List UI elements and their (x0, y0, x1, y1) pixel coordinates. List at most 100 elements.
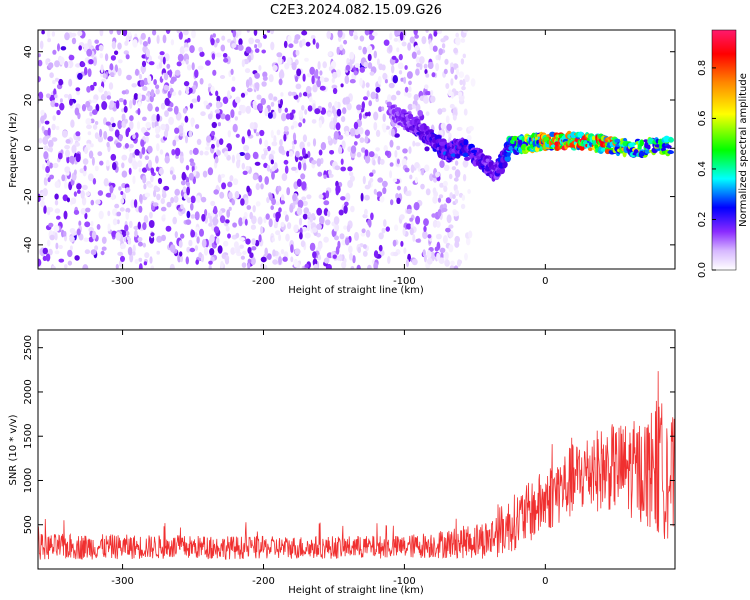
signal-cell (639, 139, 644, 147)
spectrogram-cell (264, 176, 270, 185)
spectrogram-cell (137, 221, 141, 230)
spectrogram-cell (89, 84, 95, 91)
spectrogram-cell (373, 121, 378, 131)
spectrogram-cell (156, 34, 160, 44)
spectrogram-cell (280, 98, 283, 106)
spectrogram-cell (206, 104, 211, 110)
spectrogram-cell (216, 150, 221, 156)
spectrogram-cell (125, 54, 130, 60)
spectrogram-cell (44, 120, 50, 125)
spectrogram-cell (238, 110, 242, 116)
y-tick-label: 1500 (23, 423, 34, 448)
spectrogram-cell (280, 200, 286, 205)
spectrogram-cell (316, 223, 322, 230)
spectrogram-cell (215, 100, 221, 109)
spectrogram-cell (295, 49, 300, 56)
spectrogram-cell (84, 146, 89, 155)
spectrogram-cell (432, 187, 437, 194)
spectrogram-cell (258, 234, 262, 243)
spectrogram-cell (429, 42, 434, 51)
spectrogram-cell (155, 106, 160, 112)
spectrogram-cell (185, 181, 190, 186)
spectrogram-cell (107, 223, 111, 232)
signal-cell (390, 104, 396, 109)
spectrogram-cell (132, 160, 138, 168)
spectrogram-cell (142, 175, 147, 184)
spectrogram-cell (455, 32, 460, 38)
spectrogram-cell (249, 122, 255, 130)
spectrogram-cell (117, 67, 122, 77)
spectrogram-cell (78, 45, 82, 51)
spectrogram-cell (317, 254, 321, 261)
spectrogram-cell (456, 126, 463, 131)
spectrogram-cell (180, 180, 186, 186)
spectrogram-cell (451, 166, 457, 171)
spectrogram-cell (463, 108, 468, 116)
spectrogram-cell (109, 72, 115, 77)
spectrogram-cell (302, 73, 306, 82)
spectrogram-cell (137, 160, 143, 168)
spectrogram-cell (94, 165, 99, 172)
spectrogram-cell (232, 30, 237, 38)
spectrogram-cell (158, 167, 164, 176)
spectrogram-cell (242, 250, 247, 255)
spectrogram-cell (45, 165, 50, 174)
spectrogram-cell (55, 125, 60, 131)
x-tick-label: 0 (542, 576, 548, 587)
spectrogram-cell (464, 252, 468, 261)
spectrogram-cell (367, 219, 372, 226)
spectrogram-cell (318, 194, 324, 200)
spectrogram-cell (235, 133, 240, 138)
spectrogram-cell (71, 37, 77, 45)
spectrogram-cell (423, 218, 429, 227)
spectrogram-cell (312, 251, 317, 259)
spectrogram-cell (294, 75, 299, 82)
spectrogram-cell (359, 66, 365, 73)
spectrogram-cell (350, 145, 357, 154)
spectrogram-cell (179, 255, 184, 263)
spectrogram-cell (227, 181, 233, 188)
spectrogram-cell (392, 178, 398, 183)
spectrogram-cell (447, 89, 452, 97)
spectrogram-cell (47, 127, 51, 136)
spectrogram-cell (438, 194, 444, 199)
spectrogram-cell (227, 130, 231, 138)
spectrogram-cell (364, 135, 369, 143)
spectrogram-cell (290, 244, 294, 253)
signal-cell (600, 147, 607, 152)
spectrogram-cell (239, 237, 246, 242)
spectrogram-cell (296, 207, 303, 216)
spectrogram-cell (390, 199, 394, 206)
spectrogram-cell (317, 171, 323, 177)
spectrogram-cell (99, 53, 104, 59)
spectrogram-cell (43, 129, 49, 136)
spectrogram-cell (405, 190, 411, 197)
spectrogram-cell (98, 210, 104, 220)
spectrogram-cell (224, 257, 230, 265)
spectrogram-cell (334, 165, 341, 171)
spectrogram-cell (287, 222, 292, 230)
spectrogram-cell (153, 185, 159, 191)
spectrogram-cell (43, 151, 49, 160)
spectrogram-frame (37, 29, 676, 270)
spectrogram-cell (445, 83, 450, 89)
spectrogram-cell (270, 205, 275, 211)
spectrogram-cell (263, 162, 268, 169)
spectrogram-cell (423, 225, 427, 232)
spectrogram-cell (414, 177, 418, 184)
spectrogram-cell (291, 145, 295, 150)
spectrogram-cell (339, 44, 344, 51)
spectrogram-cell (144, 95, 149, 101)
spectrogram-cell (340, 116, 346, 123)
spectrogram-cell (454, 235, 461, 244)
spectrogram-cell (180, 233, 185, 239)
spectrogram-cell (390, 94, 397, 101)
spectrogram-cell (183, 81, 190, 87)
signal-cell (644, 149, 651, 154)
spectrogram-cell (96, 224, 101, 230)
signal-cell (521, 136, 526, 142)
spectrogram-cell (377, 75, 382, 85)
spectrogram-cell (38, 137, 43, 144)
signal-cell (506, 152, 511, 157)
spectrogram-cell (208, 264, 212, 269)
